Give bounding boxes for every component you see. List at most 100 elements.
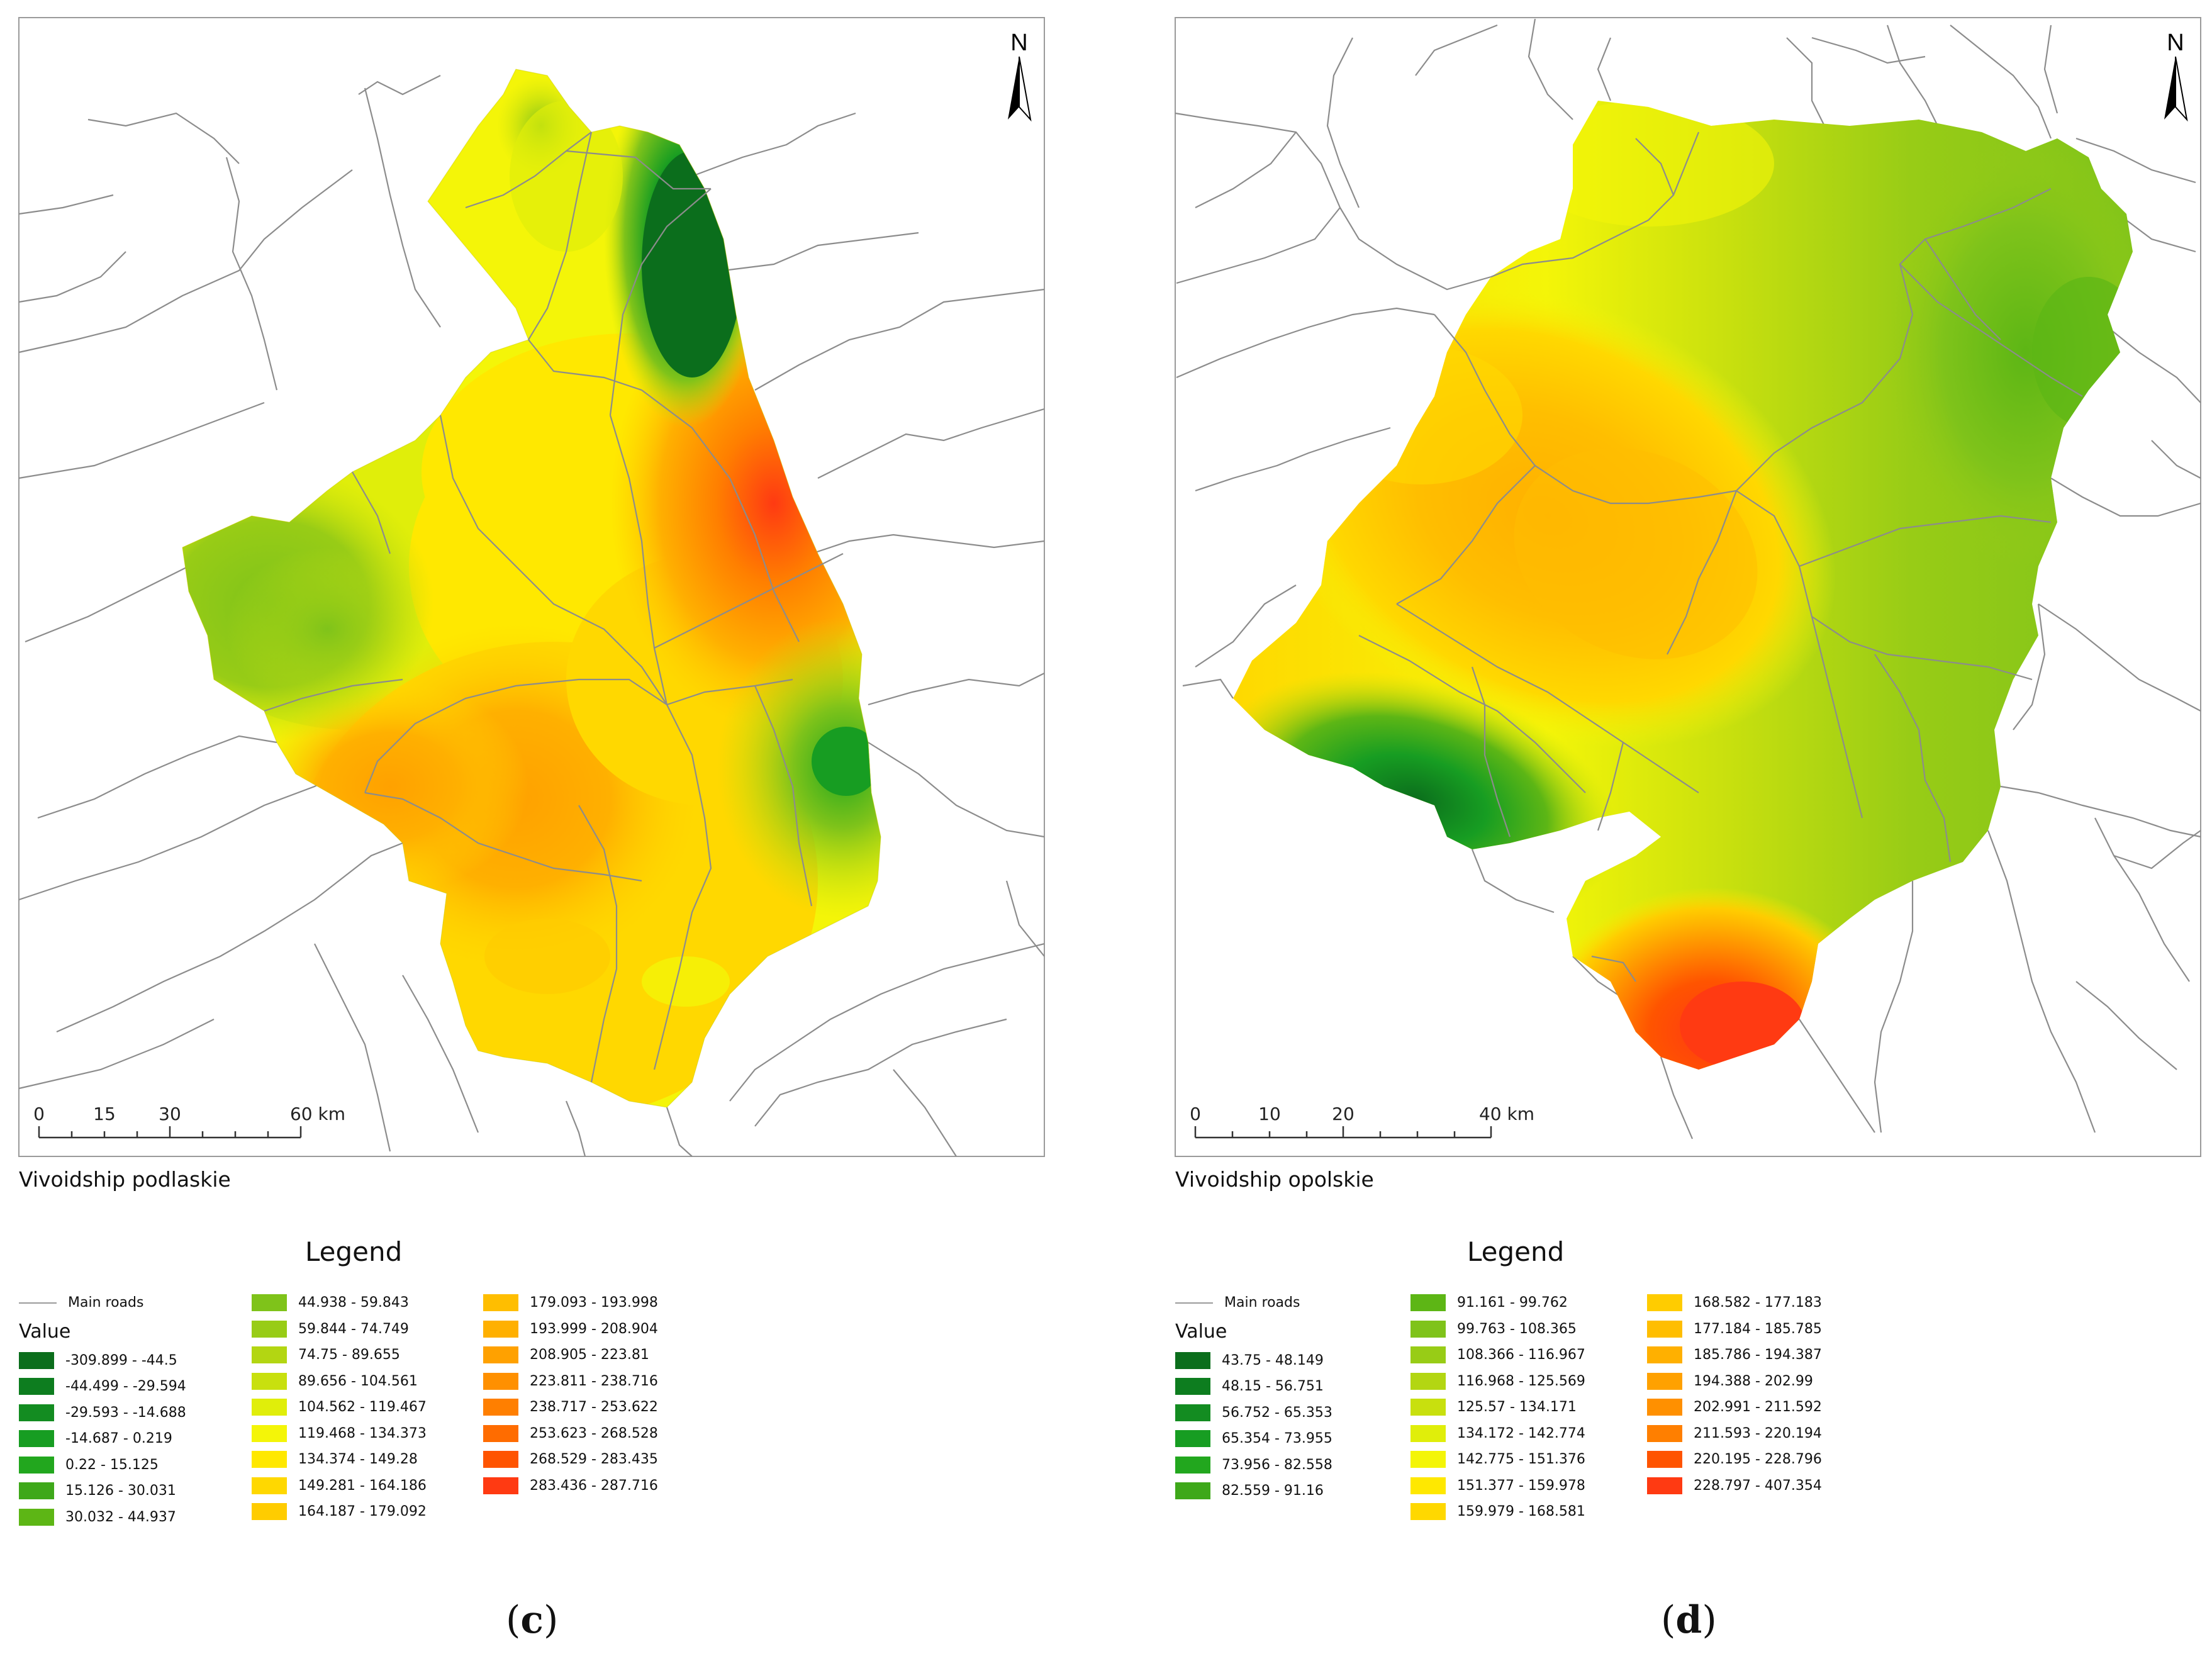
legend-class-item: 283.436 - 287.716 bbox=[483, 1473, 658, 1499]
legend-class-item: 43.75 - 48.149 bbox=[1175, 1348, 1332, 1374]
legend-classes-col1: 43.75 - 48.149 48.15 - 56.751 56.752 - 65.… bbox=[1175, 1348, 1332, 1504]
legend-range-label: 179.093 - 193.998 bbox=[530, 1295, 658, 1311]
legend-class-item: 30.032 - 44.937 bbox=[19, 1504, 186, 1531]
legend-class-item: 179.093 - 193.998 bbox=[483, 1290, 658, 1316]
legend-roads: Main roads bbox=[19, 1290, 186, 1316]
legend-class-item: 220.195 - 228.796 bbox=[1647, 1446, 1822, 1473]
legend-class-item: 59.844 - 74.749 bbox=[252, 1316, 427, 1343]
legend-swatch bbox=[1410, 1424, 1446, 1442]
legend-range-label: 30.032 - 44.937 bbox=[65, 1509, 176, 1525]
legend-column: Main roads Value -309.899 - -44.5 -44.499… bbox=[19, 1290, 186, 1530]
scalebar-podlaskie bbox=[38, 1126, 302, 1139]
legend-class-item: 253.623 - 268.528 bbox=[483, 1421, 658, 1447]
legend-swatch bbox=[1410, 1477, 1446, 1494]
legend-swatch bbox=[1647, 1424, 1682, 1442]
legend-class-item: 125.57 - 134.171 bbox=[1410, 1394, 1585, 1421]
legend-title: Legend bbox=[1467, 1236, 1565, 1267]
legend-class-item: 65.354 - 73.955 bbox=[1175, 1426, 1332, 1452]
legend-swatch bbox=[1175, 1378, 1210, 1395]
legend-swatch bbox=[19, 1508, 54, 1526]
legend-class-item: 119.468 - 134.373 bbox=[252, 1421, 427, 1447]
legend-range-label: 15.126 - 30.031 bbox=[65, 1483, 176, 1499]
legend-range-label: 223.811 - 238.716 bbox=[530, 1373, 658, 1389]
legend-swatch bbox=[19, 1351, 54, 1369]
legend-range-label: -44.499 - -29.594 bbox=[65, 1379, 186, 1395]
legend-class-item: 44.938 - 59.843 bbox=[252, 1290, 427, 1316]
legend-range-label: 0.22 - 15.125 bbox=[65, 1457, 159, 1473]
legend-range-label: 142.775 - 151.376 bbox=[1457, 1451, 1585, 1468]
legend-swatch bbox=[252, 1424, 287, 1442]
legend-swatch bbox=[483, 1372, 518, 1390]
legend-swatch bbox=[1647, 1399, 1682, 1416]
legend-swatch bbox=[1647, 1346, 1682, 1364]
legend-classes-col2: 44.938 - 59.843 59.844 - 74.749 74.75 - 89… bbox=[252, 1290, 427, 1525]
legend-range-label: 164.187 - 179.092 bbox=[298, 1504, 427, 1520]
legend-class-item: 208.905 - 223.81 bbox=[483, 1342, 658, 1368]
legend-class-item: 0.22 - 15.125 bbox=[19, 1452, 186, 1479]
legend-class-item: -44.499 - -29.594 bbox=[19, 1373, 186, 1400]
legend-class-item: 238.717 - 253.622 bbox=[483, 1394, 658, 1421]
legend-swatch bbox=[483, 1451, 518, 1468]
legend-range-label: 44.938 - 59.843 bbox=[298, 1295, 409, 1311]
legend-range-label: 238.717 - 253.622 bbox=[530, 1399, 658, 1416]
legend-class-item: 74.75 - 89.655 bbox=[252, 1342, 427, 1368]
legend-swatch bbox=[1647, 1372, 1682, 1390]
scale-tick-label: 0 bbox=[1190, 1104, 1201, 1124]
legend-range-label: 185.786 - 194.387 bbox=[1694, 1347, 1822, 1363]
legend-class-item: 99.763 - 108.365 bbox=[1410, 1316, 1585, 1343]
legend-range-label: 134.374 - 149.28 bbox=[298, 1451, 418, 1468]
legend-range-label: 253.623 - 268.528 bbox=[530, 1425, 658, 1441]
legend-class-item: 134.374 - 149.28 bbox=[252, 1446, 427, 1473]
legend-class-item: 211.593 - 220.194 bbox=[1647, 1421, 1822, 1447]
legend-range-label: 91.161 - 99.762 bbox=[1457, 1295, 1568, 1311]
legend-class-item: 48.15 - 56.751 bbox=[1175, 1373, 1332, 1400]
legend-swatch bbox=[1410, 1451, 1446, 1468]
legend-class-item: 73.956 - 82.558 bbox=[1175, 1452, 1332, 1479]
scale-tick-label: 30 bbox=[159, 1104, 181, 1124]
roads-background-podlaskie bbox=[18, 75, 1045, 1157]
legend-range-label: 59.844 - 74.749 bbox=[298, 1321, 409, 1337]
scale-tick-label: 60 km bbox=[290, 1104, 345, 1124]
legend-range-label: -309.899 - -44.5 bbox=[65, 1352, 177, 1368]
legend-range-label: 149.281 - 164.186 bbox=[298, 1477, 427, 1494]
legend-class-item: -14.687 - 0.219 bbox=[19, 1426, 186, 1452]
legend-range-label: 208.905 - 223.81 bbox=[530, 1347, 649, 1363]
legend-range-label: 220.195 - 228.796 bbox=[1694, 1451, 1822, 1468]
legend-title: Legend bbox=[305, 1236, 403, 1267]
scale-tick-label: 10 bbox=[1258, 1104, 1281, 1124]
legend-class-item: 228.797 - 407.354 bbox=[1647, 1473, 1822, 1499]
north-label-podlaskie: N bbox=[1010, 30, 1027, 56]
legend-range-label: 82.559 - 91.16 bbox=[1222, 1483, 1324, 1499]
legend-classes-col2: 91.161 - 99.762 99.763 - 108.365 108.366 -… bbox=[1410, 1290, 1585, 1525]
legend-swatch bbox=[1175, 1404, 1210, 1421]
legend-class-item: -29.593 - -14.688 bbox=[19, 1400, 186, 1426]
legend-class-item: 185.786 - 194.387 bbox=[1647, 1342, 1822, 1368]
boundary-podlaskie bbox=[182, 69, 881, 1108]
legend-class-item: 159.979 - 168.581 bbox=[1410, 1499, 1585, 1525]
legend-range-label: 108.366 - 116.967 bbox=[1457, 1347, 1585, 1363]
scale-tick-label: 0 bbox=[33, 1104, 45, 1124]
legend-class-item: 193.999 - 208.904 bbox=[483, 1316, 658, 1343]
region-label-podlaskie: Vivoidship podlaskie bbox=[19, 1167, 231, 1192]
legend-class-item: 15.126 - 30.031 bbox=[19, 1478, 186, 1504]
legend-swatch bbox=[1410, 1346, 1446, 1364]
legend-range-label: 48.15 - 56.751 bbox=[1222, 1379, 1324, 1395]
legend-classes-col3: 168.582 - 177.183 177.184 - 185.785 185.78… bbox=[1647, 1290, 1822, 1499]
legend-swatch bbox=[1175, 1482, 1210, 1500]
roads-overlay-opolskie bbox=[1358, 131, 2083, 982]
legend-range-label: 194.388 - 202.99 bbox=[1694, 1373, 1813, 1389]
legend-swatch bbox=[483, 1294, 518, 1312]
legend-classes-col1: -309.899 - -44.5 -44.499 - -29.594 -29.593… bbox=[19, 1348, 186, 1531]
legend-value-label: Value bbox=[19, 1321, 71, 1343]
legend-swatch bbox=[483, 1424, 518, 1442]
legend-swatch bbox=[252, 1399, 287, 1416]
roads-overlay-podlaskie bbox=[264, 131, 844, 1083]
legend-range-label: 193.999 - 208.904 bbox=[530, 1321, 658, 1337]
legend-class-item: 82.559 - 91.16 bbox=[1175, 1478, 1332, 1504]
scale-tick-label: 40 km bbox=[1479, 1104, 1534, 1124]
road-line-icon bbox=[1175, 1302, 1213, 1304]
region-label-opolskie: Vivoidship opolskie bbox=[1175, 1167, 1374, 1192]
legend-swatch bbox=[252, 1503, 287, 1521]
legend-swatch bbox=[19, 1430, 54, 1448]
